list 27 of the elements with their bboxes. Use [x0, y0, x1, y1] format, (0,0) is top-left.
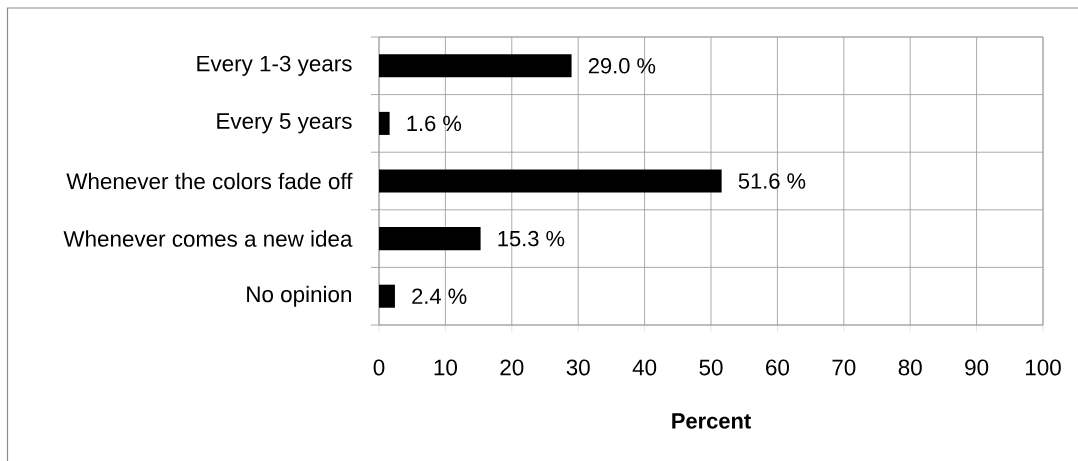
x-tick-label: 90 — [965, 359, 989, 376]
data-label: 1.6 % — [407, 115, 462, 132]
x-tick-label: 60 — [766, 359, 789, 376]
x-tick-label: 50 — [699, 359, 723, 376]
y-tick-label: Whenever comes a new idea — [63, 230, 353, 247]
x-tick-label: 20 — [500, 359, 524, 376]
bar — [379, 284, 395, 308]
x-tick-label: 100 — [1026, 359, 1061, 376]
data-label: 2.4 % — [412, 288, 467, 304]
x-tick-label: 70 — [832, 359, 856, 376]
data-label: 29.0 % — [588, 58, 656, 74]
bar — [379, 54, 572, 78]
x-tick-label: 30 — [566, 359, 590, 376]
y-tick-label: Every 5 years — [217, 113, 352, 134]
y-tick-label: No opinion — [247, 285, 351, 307]
x-tick-label: 40 — [632, 359, 657, 376]
bar — [379, 169, 722, 193]
y-tick-label: Every 1-3 years — [197, 55, 352, 76]
y-tick-label: Whenever the colors fade off — [66, 172, 353, 190]
x-tick-label: 0 — [373, 359, 385, 376]
x-tick-label: 10 — [434, 359, 457, 376]
bar — [379, 111, 390, 135]
bar — [379, 227, 481, 251]
x-tick-label: 80 — [898, 359, 922, 376]
x-axis-title: Percent — [672, 413, 751, 429]
data-label: 51.6 % — [738, 173, 806, 189]
data-label: 15.3 % — [498, 230, 565, 247]
